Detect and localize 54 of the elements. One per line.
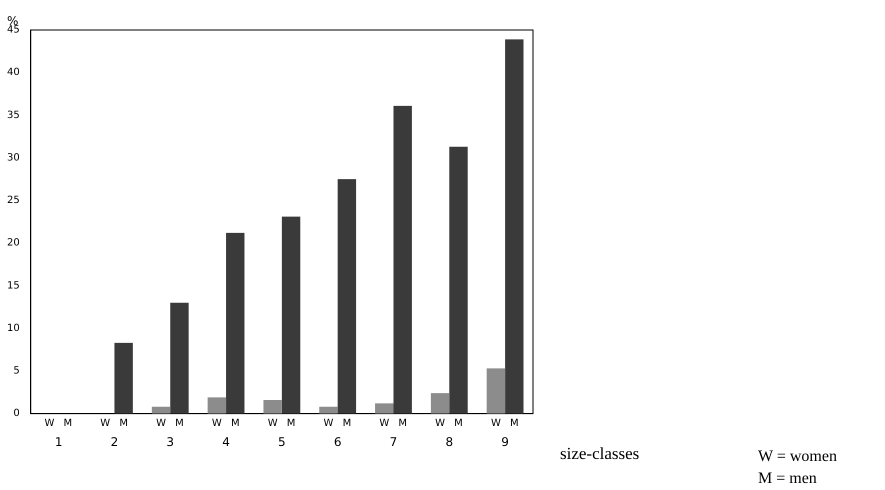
text: M	[175, 418, 184, 430]
text: M	[286, 418, 296, 430]
bar	[170, 302, 189, 414]
text: W	[324, 418, 334, 430]
y-tick-label: 20	[6, 238, 20, 249]
bar	[375, 403, 394, 414]
x-tick-label: 1	[54, 434, 62, 449]
text: M	[230, 418, 240, 430]
text: W	[379, 418, 390, 430]
bar	[430, 393, 450, 414]
y-tick-label: 0	[13, 408, 20, 420]
bar	[282, 216, 300, 414]
x-tick-label: 7	[390, 434, 398, 449]
text: W	[435, 418, 446, 430]
text: M	[342, 418, 352, 430]
x-tick-label: 2	[110, 434, 118, 449]
text: M	[64, 418, 72, 430]
bar	[152, 406, 170, 414]
text: W	[212, 418, 222, 430]
text: M	[510, 418, 519, 430]
bar	[393, 106, 412, 414]
text: W = women	[758, 447, 837, 467]
x-tick-label: 5	[278, 434, 286, 449]
bar	[114, 342, 133, 414]
bar	[226, 232, 244, 414]
bar	[338, 179, 356, 414]
x-tick-label: 4	[222, 434, 230, 449]
y-tick-label: 15	[6, 280, 20, 292]
text: W	[268, 418, 278, 430]
x-axis-title: size-classes	[560, 444, 640, 464]
series-label: M	[119, 418, 128, 430]
y-tick-label: 5	[13, 366, 20, 377]
y-tick-label: 10	[6, 322, 20, 334]
text: W	[490, 418, 501, 430]
series-label: W	[156, 418, 166, 430]
bar	[505, 39, 524, 414]
bar	[263, 400, 282, 414]
x-tick-label: 9	[501, 434, 509, 449]
bar	[319, 406, 338, 414]
y-tick-label: 35	[6, 110, 20, 121]
x-tick-label: 6	[334, 434, 342, 449]
x-tick-label: 8	[445, 434, 454, 449]
text: M	[454, 418, 463, 430]
y-tick-label: 40	[6, 67, 20, 78]
text: M	[398, 418, 408, 430]
text: W	[100, 418, 110, 430]
y-tick-label: 25	[6, 195, 20, 206]
y-tick-label: 30	[6, 152, 20, 164]
bar	[208, 397, 226, 414]
x-tick-label: 3	[166, 434, 174, 449]
text: W	[44, 418, 54, 430]
text: M = men	[758, 469, 818, 489]
bar	[449, 146, 468, 414]
bar	[486, 368, 506, 414]
